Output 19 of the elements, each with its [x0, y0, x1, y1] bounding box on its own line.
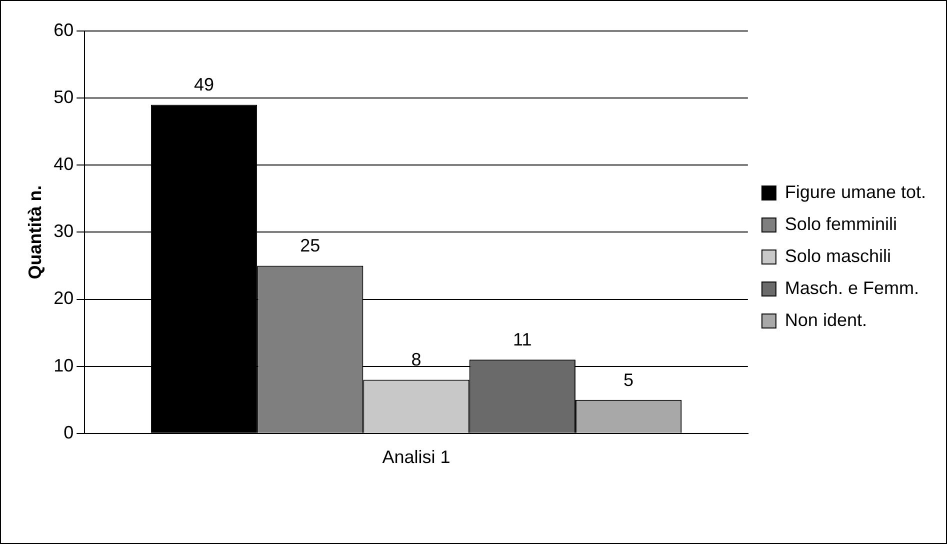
- data-label: 25: [300, 236, 320, 256]
- y-tick-label: 10: [54, 355, 74, 376]
- x-tick-label: Analisi 1: [382, 447, 450, 468]
- y-tick-label: 20: [54, 288, 74, 308]
- legend-label: Solo maschili: [784, 246, 891, 266]
- data-label: 11: [513, 330, 532, 350]
- y-tick-label: 60: [54, 20, 74, 40]
- y-tick-label: 50: [54, 87, 74, 108]
- data-label: 49: [194, 74, 214, 95]
- y-tick-label: 0: [64, 422, 74, 442]
- legend-label: Solo femminili: [784, 214, 897, 234]
- legend-label: Non ident.: [784, 310, 867, 330]
- data-label: 5: [624, 370, 634, 390]
- legend-label: Masch. e Femm.: [784, 278, 919, 298]
- data-label: 8: [411, 350, 422, 370]
- y-axis-title: Quantità n.: [24, 185, 45, 280]
- legend-label: Figure umane tot.: [784, 182, 926, 202]
- y-tick-label: 40: [54, 154, 74, 174]
- y-tick-label: 30: [54, 221, 74, 242]
